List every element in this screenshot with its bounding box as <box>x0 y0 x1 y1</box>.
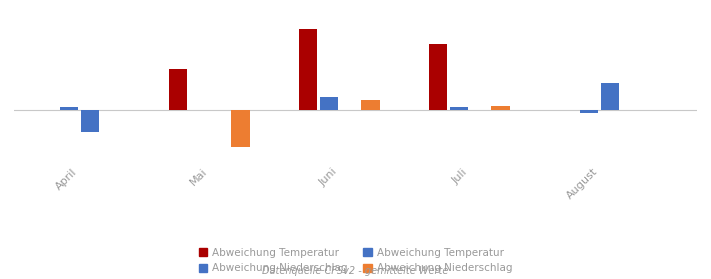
Bar <box>299 29 317 110</box>
Bar <box>579 110 598 113</box>
Bar <box>429 44 447 110</box>
Text: Datenquelle CFSv2 - gemittelte Werte: Datenquelle CFSv2 - gemittelte Werte <box>262 266 449 276</box>
Bar <box>60 107 78 110</box>
Bar <box>80 110 99 132</box>
Bar <box>450 107 468 110</box>
Bar <box>491 106 510 110</box>
Bar <box>169 69 187 110</box>
Bar <box>320 97 338 110</box>
Bar <box>601 83 619 110</box>
Bar <box>361 100 380 110</box>
Bar <box>231 110 250 147</box>
Legend: Abweichung Temperatur, Abweichung Niederschlag, Abweichung Temperatur, Abweichun: Abweichung Temperatur, Abweichung Nieder… <box>195 244 516 277</box>
